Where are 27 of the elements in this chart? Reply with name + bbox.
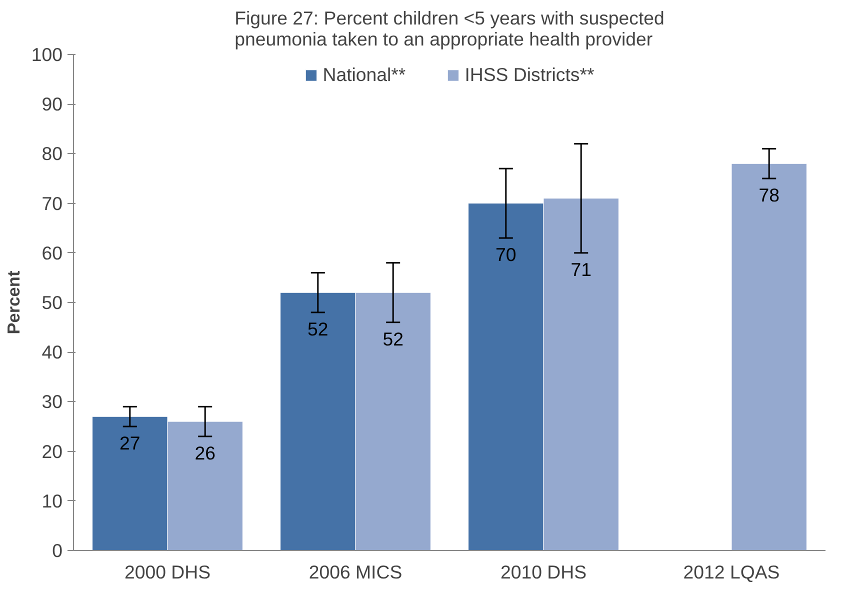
y-axis-title: Percent	[3, 270, 24, 334]
chart-title: Figure 27: Percent children <5 years with suspected pneumonia taken to an appropriate health provider	[234, 8, 664, 50]
y-tick-label: 100	[31, 44, 63, 65]
y-tick-label: 40	[42, 342, 63, 363]
y-tick-label: 50	[42, 292, 63, 313]
data-label: 78	[758, 184, 780, 206]
data-label: 27	[120, 432, 140, 454]
x-tick-label: 2010 DHS	[500, 562, 587, 582]
y-tick-label: 60	[42, 242, 63, 264]
x-tick-label: 2012 LQAS	[683, 562, 780, 582]
x-tick-label: 2000 DHS	[124, 562, 211, 582]
data-label: 52	[308, 318, 328, 340]
y-tick-label: 30	[42, 391, 63, 412]
legend-label: IHSS Districts**	[464, 64, 594, 86]
data-label: 52	[382, 328, 404, 350]
bar	[731, 163, 807, 550]
y-tick-label: 70	[42, 192, 63, 214]
y-tick-label: 10	[42, 490, 63, 512]
data-label: 71	[570, 258, 592, 280]
data-label: 26	[194, 442, 216, 464]
x-tick-label: 2006 MICS	[308, 562, 402, 582]
y-tick-label: 0	[52, 540, 63, 561]
y-tick-label: 90	[42, 94, 63, 115]
data-label: 70	[496, 244, 516, 265]
y-tick-label: 80	[42, 143, 63, 164]
legend-label: National**	[322, 64, 406, 86]
y-tick-label: 20	[42, 440, 63, 462]
